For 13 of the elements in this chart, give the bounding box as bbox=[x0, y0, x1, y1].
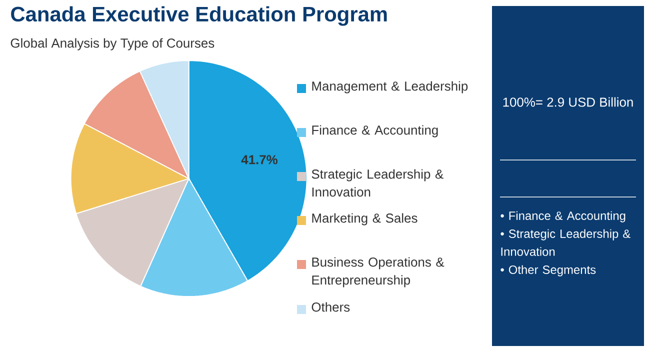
chart-subtitle: Global Analysis by Type of Courses bbox=[10, 38, 214, 50]
data-label: 41.7% bbox=[241, 155, 278, 164]
legend-label: Finance & Accounting bbox=[312, 125, 438, 138]
text: • Strategic Leadership & Innovation bbox=[500, 229, 630, 256]
legend-label: Marketing & Sales bbox=[312, 213, 418, 226]
text: • Finance & Accounting bbox=[500, 211, 626, 222]
legend-label: Business Operations & Entrepreneurship bbox=[312, 257, 444, 288]
chart-title: Canada Executive Education Program bbox=[11, 6, 387, 26]
legend-label: Strategic Leadership & Innovation bbox=[312, 169, 444, 197]
text: • Other Segments bbox=[500, 265, 596, 276]
legend-label: Others bbox=[312, 302, 350, 312]
legend-label: Management & Leadership bbox=[312, 81, 468, 94]
text: 100%= 2.9 USD Billion bbox=[503, 97, 633, 107]
